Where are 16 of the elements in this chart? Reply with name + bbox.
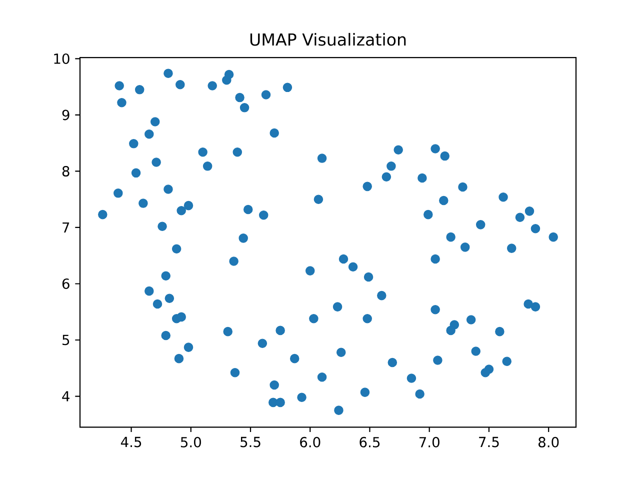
y-tick-label: 6 — [62, 278, 70, 289]
x-tick-label: 4.5 — [120, 436, 142, 448]
y-tick-label: 10 — [54, 53, 70, 64]
x-tick-label: 5.5 — [240, 436, 260, 448]
y-tick-label: 5 — [62, 334, 70, 346]
y-tick-label: 4 — [62, 391, 70, 402]
x-tick-label: 6.0 — [300, 436, 320, 448]
x-tick-label: 8.0 — [538, 436, 559, 448]
x-tick-label: 7.5 — [479, 436, 499, 448]
x-tick-label: 5.0 — [180, 436, 201, 448]
y-tick-label: 9 — [62, 110, 70, 120]
y-tick-label: 7 — [62, 222, 70, 233]
x-tick-label: 6.5 — [360, 436, 380, 448]
y-tick-label: 8 — [62, 166, 70, 176]
x-tick-label: 7.0 — [419, 436, 440, 448]
chart-title: UMAP Visualization — [250, 32, 406, 46]
